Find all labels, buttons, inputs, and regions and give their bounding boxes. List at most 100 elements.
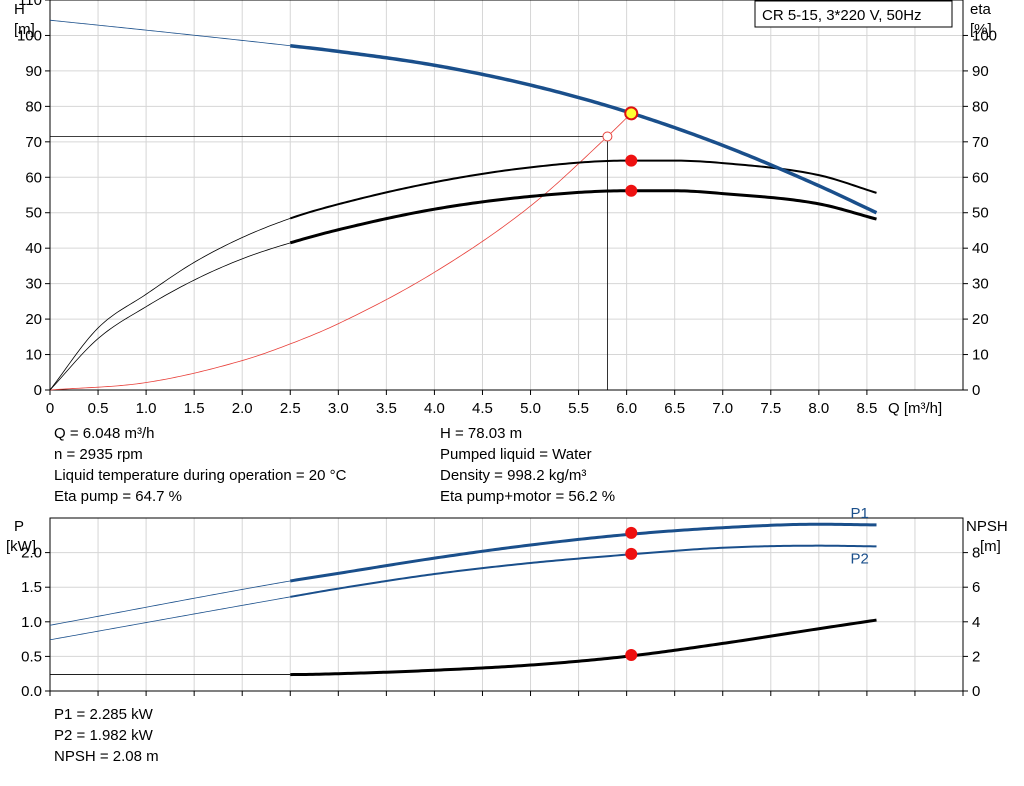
top-y2-tick-label: 60	[972, 169, 989, 186]
npsh-duty-point	[625, 649, 638, 662]
p2-series-label: P2	[851, 550, 869, 567]
p1-duty-point	[625, 526, 638, 539]
eta-pump-motor-curve-thick	[289, 189, 877, 245]
top-x-tick-label: 2.0	[232, 400, 253, 417]
bottom-y2-tick-label: 6	[972, 579, 980, 596]
head-curve-thin	[49, 19, 291, 47]
top-x-tick-label: 0	[46, 400, 54, 417]
p1-curve-thin	[49, 580, 291, 626]
y-axis-label: H	[14, 1, 25, 18]
top-x-tick-label: 3.5	[376, 400, 397, 417]
bottom-y-tick-label: 1.5	[21, 579, 42, 596]
eta-pump-curve-thin	[49, 218, 291, 391]
x-axis-label: Q [m³/h]	[888, 400, 942, 417]
top-y2-tick-label: 10	[972, 347, 989, 364]
p1-readout: P1 = 2.285 kW	[54, 706, 153, 723]
top-y-tick-label: 50	[25, 205, 42, 222]
p2-duty-point	[625, 547, 638, 560]
temperature-readout: Liquid temperature during operation = 20…	[54, 467, 347, 484]
top-y2-tick-label: 30	[972, 276, 989, 293]
bottom-y-tick-label: 1.0	[21, 614, 42, 631]
top-x-tick-label: 5.0	[520, 400, 541, 417]
top-x-tick-label: 4.0	[424, 400, 445, 417]
eta-pump-duty-point	[625, 154, 638, 167]
p1-curve-thick	[290, 522, 877, 583]
top-y2-tick-label: 100	[972, 27, 997, 44]
eta-pump-motor-curve-thin	[49, 242, 291, 391]
top-y-tick-label: 0	[34, 382, 42, 399]
npsh-curve-thick	[290, 618, 877, 677]
top-y-tick-label: 70	[25, 134, 42, 151]
density-readout: Density = 998.2 kg/m³	[440, 467, 587, 484]
top-y2-tick-label: 50	[972, 205, 989, 222]
top-info-right: H = 78.03 m Pumped liquid = Water Densit…	[440, 423, 615, 507]
eta-pump-curve-thick	[289, 159, 877, 220]
bottom-y-tick-label: 0.5	[21, 648, 42, 665]
top-y-tick-label: 20	[25, 311, 42, 328]
bottom-y2-tick-label: 4	[972, 614, 980, 631]
top-y2-tick-label: 90	[972, 63, 989, 80]
top-y2-tick-label: 80	[972, 98, 989, 115]
head-curve-thick	[290, 44, 878, 215]
power-axis-label: P	[14, 518, 24, 535]
bottom-info: P1 = 2.285 kW P2 = 1.982 kW NPSH = 2.08 …	[54, 704, 159, 767]
top-y-tick-label: 90	[25, 63, 42, 80]
bottom-y2-tick-label: 8	[972, 545, 980, 562]
y2-axis-unit: [%]	[970, 21, 992, 38]
top-x-tick-label: 3.0	[328, 400, 349, 417]
top-info-left: Q = 6.048 m³/h n = 2935 rpm Liquid tempe…	[54, 423, 346, 507]
top-x-tick-label: 7.0	[712, 400, 733, 417]
p1-series-label: P1	[851, 505, 869, 522]
speed-readout: n = 2935 rpm	[54, 446, 143, 463]
top-x-tick-label: 6.5	[664, 400, 685, 417]
top-y2-tick-label: 40	[972, 240, 989, 257]
top-y-tick-label: 40	[25, 240, 42, 257]
y-axis-unit: [m]	[14, 21, 35, 38]
top-x-tick-label: 7.5	[760, 400, 781, 417]
top-y-tick-label: 100	[17, 27, 42, 44]
p2-curve-thick	[290, 544, 877, 598]
top-y-tick-label: 60	[25, 169, 42, 186]
top-x-tick-label: 6.0	[616, 400, 637, 417]
top-y2-tick-label: 0	[972, 382, 980, 399]
system-curve	[49, 113, 632, 391]
bottom-y2-tick-label: 0	[972, 683, 980, 700]
reference-point	[602, 131, 613, 142]
bottom-y-tick-label: 2.0	[21, 545, 42, 562]
top-x-tick-label: 4.5	[472, 400, 493, 417]
top-y-tick-label: 110	[18, 0, 42, 9]
top-y-tick-label: 30	[25, 276, 42, 293]
top-y2-tick-label: 70	[972, 134, 989, 151]
top-frame	[49, 0, 964, 391]
p2-readout: P2 = 1.982 kW	[54, 727, 153, 744]
power-axis-unit: [kW]	[6, 538, 36, 555]
y2-axis-label: eta	[970, 1, 992, 18]
top-y2-tick-label: 20	[972, 311, 989, 328]
top-x-tick-label: 1.0	[136, 400, 157, 417]
title-box	[754, 0, 953, 28]
eta-pump-motor-duty-point	[625, 184, 638, 197]
eta-pump-motor-readout: Eta pump+motor = 56.2 %	[440, 488, 616, 505]
eta-pump-readout: Eta pump = 64.7 %	[54, 488, 182, 505]
flow-readout: Q = 6.048 m³/h	[54, 425, 155, 442]
npsh-axis-unit: [m]	[980, 538, 1001, 555]
npsh-readout: NPSH = 2.08 m	[54, 748, 159, 765]
top-x-tick-label: 8.5	[856, 400, 877, 417]
top-x-tick-label: 1.5	[184, 400, 205, 417]
top-x-tick-label: 0.5	[88, 400, 109, 417]
top-x-tick-label: 8.0	[808, 400, 829, 417]
head-duty-point	[624, 106, 639, 121]
top-x-tick-label: 5.5	[568, 400, 589, 417]
bottom-y2-tick-label: 2	[972, 648, 980, 665]
p2-curve-thin	[49, 596, 291, 641]
npsh-axis-label: NPSH	[966, 518, 1008, 535]
head-readout: H = 78.03 m	[440, 425, 523, 442]
chart-title: CR 5-15, 3*220 V, 50Hz	[762, 7, 922, 24]
top-y-tick-label: 10	[25, 347, 42, 364]
top-x-tick-label: 2.5	[280, 400, 301, 417]
top-y-tick-label: 80	[25, 98, 42, 115]
liquid-readout: Pumped liquid = Water	[440, 446, 592, 463]
bottom-frame	[49, 517, 964, 692]
